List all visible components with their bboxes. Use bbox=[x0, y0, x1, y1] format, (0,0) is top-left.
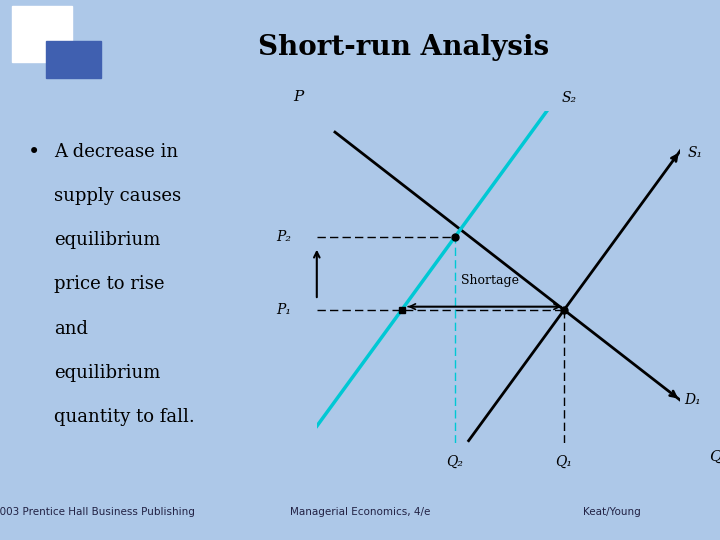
Bar bbox=[12, 6, 72, 62]
Text: P: P bbox=[294, 90, 304, 104]
Text: price to rise: price to rise bbox=[54, 275, 164, 293]
Text: and: and bbox=[54, 320, 88, 338]
Text: P₂: P₂ bbox=[276, 230, 292, 244]
Text: quantity to fall.: quantity to fall. bbox=[54, 408, 194, 426]
Text: supply causes: supply causes bbox=[54, 187, 181, 205]
Text: Shortage: Shortage bbox=[461, 274, 519, 287]
Text: equilibrium: equilibrium bbox=[54, 363, 161, 382]
Text: •: • bbox=[28, 143, 40, 162]
Text: Managerial Economics, 4/e: Managerial Economics, 4/e bbox=[290, 507, 430, 517]
Text: Q₂: Q₂ bbox=[446, 455, 464, 469]
Text: equilibrium: equilibrium bbox=[54, 232, 161, 249]
Text: Q: Q bbox=[709, 449, 720, 463]
Text: S₁: S₁ bbox=[688, 146, 703, 160]
Text: A decrease in: A decrease in bbox=[54, 143, 178, 161]
Text: Short-run Analysis: Short-run Analysis bbox=[258, 34, 549, 61]
Text: 2003 Prentice Hall Business Publishing: 2003 Prentice Hall Business Publishing bbox=[0, 507, 194, 517]
Text: Keat/Young: Keat/Young bbox=[583, 507, 641, 517]
Text: P₁: P₁ bbox=[276, 303, 292, 317]
Text: S₂: S₂ bbox=[562, 91, 577, 105]
Bar bbox=[46, 42, 101, 78]
Text: D₁: D₁ bbox=[684, 393, 701, 407]
Text: Q₁: Q₁ bbox=[556, 455, 572, 469]
